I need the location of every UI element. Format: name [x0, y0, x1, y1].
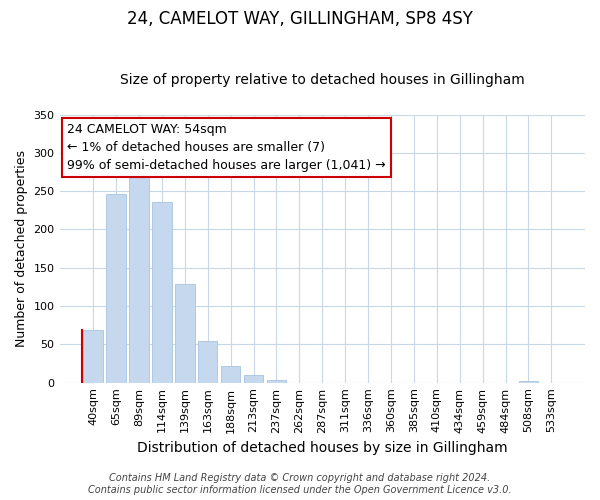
Bar	[198, 342, 217, 382]
Bar	[152, 202, 172, 382]
Bar	[519, 381, 538, 382]
Text: 24, CAMELOT WAY, GILLINGHAM, SP8 4SY: 24, CAMELOT WAY, GILLINGHAM, SP8 4SY	[127, 10, 473, 28]
Text: 24 CAMELOT WAY: 54sqm
← 1% of detached houses are smaller (7)
99% of semi-detach: 24 CAMELOT WAY: 54sqm ← 1% of detached h…	[67, 122, 386, 172]
X-axis label: Distribution of detached houses by size in Gillingham: Distribution of detached houses by size …	[137, 441, 508, 455]
Text: Contains HM Land Registry data © Crown copyright and database right 2024.
Contai: Contains HM Land Registry data © Crown c…	[88, 474, 512, 495]
Bar	[221, 366, 241, 382]
Y-axis label: Number of detached properties: Number of detached properties	[15, 150, 28, 347]
Bar	[175, 284, 194, 382]
Bar	[106, 194, 126, 382]
Bar	[129, 165, 149, 382]
Bar	[83, 330, 103, 382]
Bar	[244, 375, 263, 382]
Bar	[267, 380, 286, 382]
Title: Size of property relative to detached houses in Gillingham: Size of property relative to detached ho…	[120, 73, 524, 87]
